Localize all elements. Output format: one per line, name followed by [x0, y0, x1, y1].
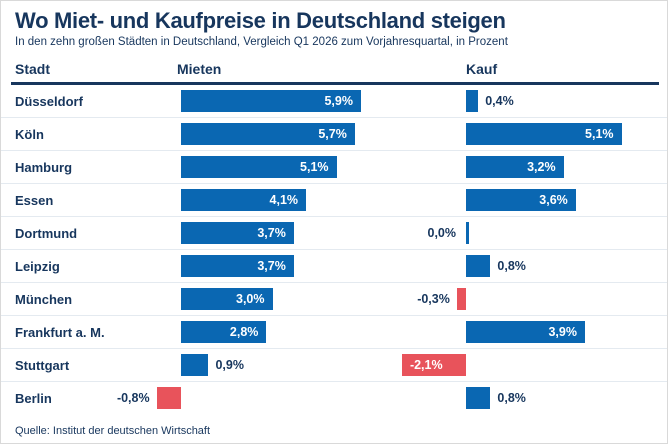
column-header-kauf: Kauf: [466, 61, 498, 77]
mieten-value-label: -0,8%: [116, 391, 150, 405]
city-label: Frankfurt a. M.: [15, 325, 105, 340]
kauf-bar: [401, 354, 466, 376]
mieten-value-label: 5,1%: [300, 160, 329, 174]
kauf-value-label: 3,2%: [527, 160, 556, 174]
mieten-bar: [181, 354, 209, 376]
kauf-value-label: -2,1%: [409, 358, 443, 372]
table-row: Essen 4,1% 3,6%: [1, 184, 667, 217]
page-subtitle: In den zehn großen Städten in Deutschlan…: [15, 36, 508, 48]
kauf-value-label: 3,9%: [548, 325, 577, 339]
table-row: Hamburg 5,1% 3,2%: [1, 151, 667, 184]
table-row: Dortmund 3,7% 0,0%: [1, 217, 667, 250]
table-row: Stuttgart 0,9% -2,1%: [1, 349, 667, 382]
mieten-value-label: 5,7%: [318, 127, 347, 141]
kauf-value-label: 0,8%: [497, 259, 526, 273]
mieten-bar: [181, 123, 355, 145]
kauf-bar: [466, 222, 469, 244]
mieten-bar: [181, 90, 361, 112]
kauf-value-label: 5,1%: [585, 127, 614, 141]
mieten-value-label: 5,9%: [324, 94, 353, 108]
mieten-value-label: 3,7%: [257, 259, 286, 273]
mieten-value-label: 4,1%: [269, 193, 299, 207]
table-row: Berlin -0,8% 0,8%: [1, 382, 667, 415]
kauf-bar: [466, 255, 491, 277]
kauf-bar: [466, 156, 564, 178]
mieten-bar: [181, 189, 307, 211]
kauf-bar: [466, 387, 491, 409]
city-label: Stuttgart: [15, 358, 70, 373]
table-row: Köln 5,7% 5,1%: [1, 118, 667, 151]
mieten-value-label: 2,8%: [229, 325, 259, 339]
city-label: Düsseldorf: [15, 94, 83, 109]
city-label: Berlin: [15, 391, 52, 406]
kauf-bar: [466, 189, 576, 211]
table-row: Frankfurt a. M. 2,8% 3,9%: [1, 316, 667, 349]
table-row: Leipzig 3,7% 0,8%: [1, 250, 667, 283]
city-label: Essen: [15, 193, 54, 208]
kauf-value-label: -0,3%: [417, 292, 450, 306]
mieten-bar: [181, 288, 273, 310]
mieten-bar: [156, 387, 181, 409]
chart-rows: Düsseldorf 5,9% 0,4% Köln 5,7% 5,1% Hamburg 5,1…: [1, 85, 667, 415]
kauf-value-label: 0,4%: [485, 94, 514, 108]
table-header: Stadt Mieten Kauf: [1, 59, 667, 82]
kauf-value-label: 0,8%: [497, 391, 526, 405]
mieten-value-label: 3,0%: [236, 292, 265, 306]
mieten-value-label: 3,7%: [257, 226, 286, 240]
page-title: Wo Miet- und Kaufpreise in Deutschland s…: [15, 8, 506, 33]
mieten-bar: [181, 222, 294, 244]
mieten-value-label: 0,9%: [215, 358, 244, 372]
kauf-bar: [466, 321, 585, 343]
kauf-value-label: 3,6%: [539, 193, 568, 207]
column-header-stadt: Stadt: [15, 61, 50, 77]
city-label: Köln: [15, 127, 44, 142]
mieten-bar: [181, 255, 294, 277]
kauf-bar: [456, 288, 466, 310]
header-divider: [11, 82, 659, 85]
city-label: Hamburg: [15, 160, 73, 175]
kauf-value-label: 0,0%: [427, 226, 457, 240]
city-label: München: [15, 292, 73, 307]
source-credit: Quelle: Institut der deutschen Wirtschaf…: [15, 425, 211, 437]
mieten-bar: [181, 321, 267, 343]
table-row: München 3,0% -0,3%: [1, 283, 667, 316]
city-label: Leipzig: [15, 259, 60, 274]
city-label: Dortmund: [15, 226, 78, 241]
table-row: Düsseldorf 5,9% 0,4%: [1, 85, 667, 118]
kauf-bar: [466, 123, 622, 145]
column-header-mieten: Mieten: [177, 61, 222, 77]
mieten-bar: [181, 156, 337, 178]
kauf-bar: [466, 90, 479, 112]
